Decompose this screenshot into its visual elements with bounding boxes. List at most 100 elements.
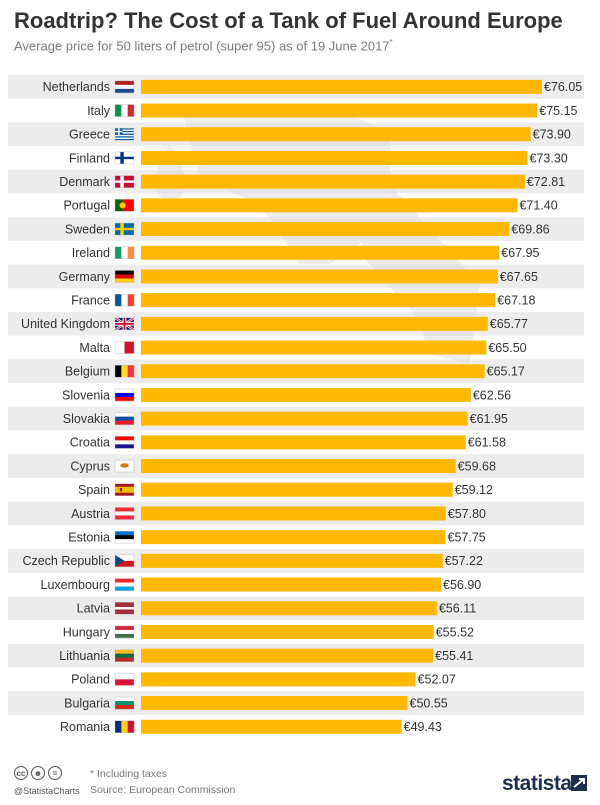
category-label: Germany xyxy=(59,270,111,284)
category-label: Malta xyxy=(79,341,110,355)
value-label: €57.80 xyxy=(448,507,486,521)
value-label: €62.56 xyxy=(473,388,511,402)
by-icon[interactable]: ☻ xyxy=(31,766,45,780)
netherlands-flag-icon xyxy=(114,80,135,94)
category-label: Spain xyxy=(78,483,110,497)
category-label: Austria xyxy=(71,507,110,521)
chart-title: Roadtrip? The Cost of a Tank of Fuel Aro… xyxy=(14,8,563,33)
bar xyxy=(141,672,416,687)
estonia-flag-icon xyxy=(114,530,135,544)
value-labels: €76.05 €75.15 €73.90 €73.30 €72.81 €71.40 €69.… xyxy=(404,80,583,734)
license-icons: cc ☻ = xyxy=(14,766,62,780)
bar xyxy=(141,506,446,521)
bar xyxy=(141,198,518,213)
lithuania-flag-icon xyxy=(114,649,135,662)
slovenia-flag-icon xyxy=(114,388,135,402)
value-label: €59.68 xyxy=(458,459,496,473)
value-label: €72.81 xyxy=(527,175,565,189)
bar xyxy=(141,435,466,450)
value-label: €69.86 xyxy=(511,222,549,236)
france-flag-icon xyxy=(114,293,135,307)
denmark-flag-icon xyxy=(114,175,135,188)
bar xyxy=(141,79,542,94)
italy-flag-icon xyxy=(114,104,135,117)
nd-icon[interactable]: = xyxy=(48,766,62,780)
slovakia-flag-icon xyxy=(114,412,135,425)
value-label: €57.75 xyxy=(448,530,486,544)
statista-logo[interactable]: statista xyxy=(502,772,572,795)
category-label: Croatia xyxy=(70,436,110,450)
twitter-handle[interactable]: @StatistaCharts xyxy=(14,786,80,796)
czech-republic-flag-icon xyxy=(114,554,135,568)
ireland-flag-icon xyxy=(114,246,135,259)
category-label: Slovakia xyxy=(63,412,110,426)
subtitle-footnote-mark: * xyxy=(389,38,393,47)
flags xyxy=(114,80,135,733)
value-label: €49.43 xyxy=(404,720,442,734)
source-note: Source: European Commission xyxy=(90,784,236,796)
bar xyxy=(141,245,500,260)
value-label: €56.90 xyxy=(443,578,481,592)
category-label: United Kingdom xyxy=(21,317,110,331)
category-label: Belgium xyxy=(65,365,110,379)
bar xyxy=(141,103,538,118)
bar xyxy=(141,601,437,616)
value-label: €65.77 xyxy=(490,317,528,331)
value-label: €61.58 xyxy=(468,436,506,450)
bar xyxy=(141,340,487,355)
value-label: €71.40 xyxy=(519,199,557,213)
category-label: Cyprus xyxy=(70,459,110,473)
category-label: Greece xyxy=(69,128,110,142)
value-label: €57.22 xyxy=(445,554,483,568)
category-labels: Netherlands Italy Greece Finland Denmark Port… xyxy=(21,80,111,734)
austria-flag-icon xyxy=(114,507,135,520)
value-label: €50.55 xyxy=(410,696,448,710)
value-label: €75.15 xyxy=(539,104,577,118)
value-label: €65.50 xyxy=(488,341,526,355)
finland-flag-icon xyxy=(114,151,135,165)
statista-logo-mark-icon xyxy=(571,775,587,791)
category-label: Romania xyxy=(60,720,110,734)
value-label: €76.05 xyxy=(544,80,582,94)
bar xyxy=(141,293,496,308)
category-label: Poland xyxy=(71,673,110,687)
value-label: €55.52 xyxy=(436,625,474,639)
chart-subtitle: Average price for 50 liters of petrol (s… xyxy=(14,38,393,53)
bar xyxy=(141,459,456,474)
category-label: France xyxy=(71,293,110,307)
category-label: Slovenia xyxy=(62,388,110,402)
bar xyxy=(141,577,442,592)
bar xyxy=(141,482,453,497)
bar-chart: Netherlands Italy Greece Finland Denmark Port… xyxy=(8,75,584,734)
latvia-flag-icon xyxy=(114,602,135,615)
cyprus-flag-icon xyxy=(114,459,135,473)
value-label: €67.95 xyxy=(501,246,539,260)
bar xyxy=(141,387,471,402)
croatia-flag-icon xyxy=(114,436,135,449)
bar xyxy=(141,696,408,711)
bar xyxy=(141,624,434,639)
portugal-flag-icon xyxy=(114,199,135,212)
value-label: €67.18 xyxy=(497,293,535,307)
bar xyxy=(141,719,402,734)
category-label: Italy xyxy=(87,104,111,118)
bar xyxy=(141,174,525,189)
category-label: Lithuania xyxy=(59,649,110,663)
footnote: * Including taxes xyxy=(90,768,168,780)
value-label: €52.07 xyxy=(418,673,456,687)
footer: cc ☻ = @StatistaCharts * Including taxes… xyxy=(0,760,600,805)
category-label: Bulgaria xyxy=(64,696,110,710)
bars xyxy=(141,79,542,734)
bar xyxy=(141,553,443,568)
category-label: Netherlands xyxy=(43,80,110,94)
bar xyxy=(141,411,468,426)
value-label: €56.11 xyxy=(439,602,476,616)
greece-flag-icon xyxy=(114,128,135,141)
cc-icon[interactable]: cc xyxy=(14,766,28,780)
romania-flag-icon xyxy=(114,720,135,733)
value-label: €67.65 xyxy=(500,270,538,284)
category-label: Ireland xyxy=(72,246,110,260)
category-label: Denmark xyxy=(59,175,110,189)
subtitle-text: Average price for 50 liters of petrol (s… xyxy=(14,38,390,54)
luxembourg-flag-icon xyxy=(114,578,135,591)
